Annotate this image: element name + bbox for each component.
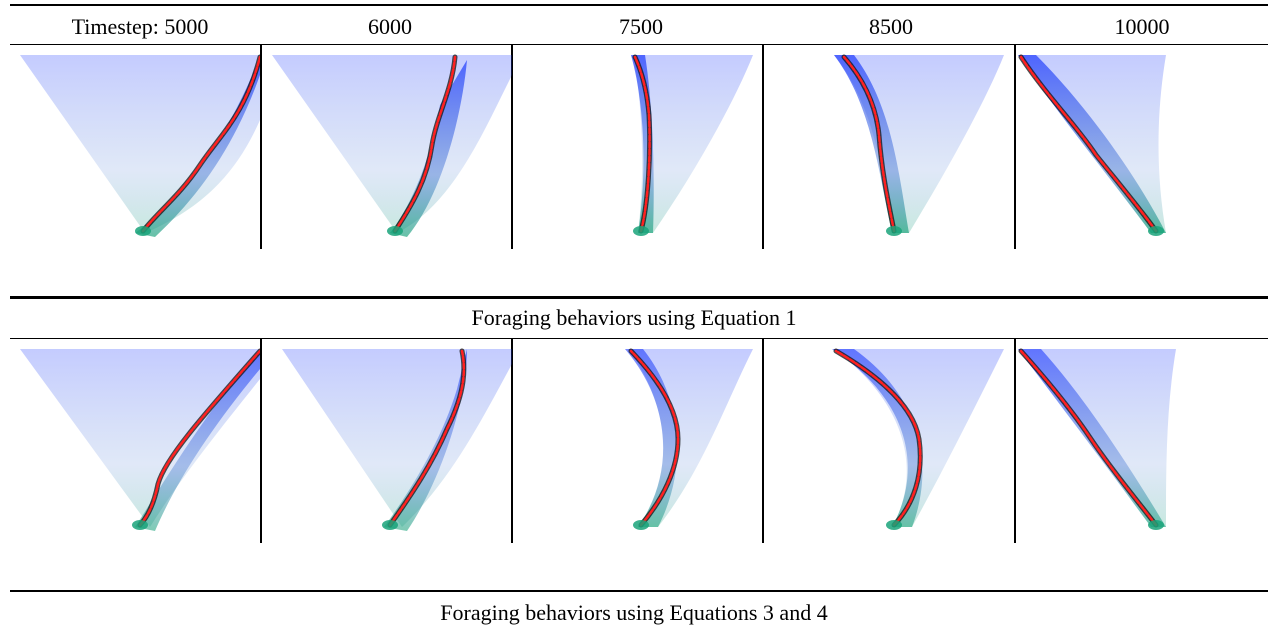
panel-divider bbox=[511, 339, 513, 543]
panel-divider bbox=[260, 339, 262, 543]
foraging-panel-6000 bbox=[262, 45, 512, 249]
foraging-panel-10000 bbox=[1016, 339, 1266, 543]
forager-trail bbox=[141, 55, 260, 233]
foraging-heatmap bbox=[1018, 348, 1176, 530]
density-cone bbox=[282, 349, 512, 527]
density-band bbox=[834, 55, 909, 233]
nest-marker bbox=[382, 520, 398, 530]
row-2-bottom-rule bbox=[10, 590, 1268, 592]
nest-marker bbox=[387, 226, 403, 236]
nest-marker bbox=[633, 226, 649, 236]
nest-marker bbox=[886, 520, 902, 530]
density-band bbox=[832, 349, 923, 527]
forager-trail bbox=[629, 349, 680, 527]
foraging-panel-8500 bbox=[764, 339, 1014, 543]
forager-trail bbox=[138, 349, 260, 527]
foraging-panel-5000 bbox=[10, 339, 260, 543]
panel-divider bbox=[511, 45, 513, 249]
forager-trail bbox=[834, 349, 922, 527]
nest-marker bbox=[135, 226, 151, 236]
column-header-1: Timestep: 5000 bbox=[71, 14, 209, 39]
foraging-heatmap bbox=[631, 54, 753, 236]
forager-trail bbox=[388, 349, 466, 527]
nest-marker bbox=[1148, 520, 1164, 530]
forager-trail bbox=[1019, 55, 1158, 233]
foraging-heatmap bbox=[282, 348, 512, 531]
figure-row-equations-3-and-4 bbox=[10, 339, 1268, 543]
foraging-heatmap bbox=[625, 348, 753, 530]
column-header-2: 6000 bbox=[368, 14, 412, 39]
panel-divider bbox=[762, 339, 764, 543]
density-cone bbox=[20, 55, 260, 233]
top-rule bbox=[10, 4, 1268, 6]
nest-marker bbox=[633, 520, 649, 530]
column-header-4: 8500 bbox=[869, 14, 913, 39]
forager-trail bbox=[633, 55, 651, 233]
forager-trail bbox=[393, 55, 457, 233]
density-band bbox=[390, 60, 467, 237]
foraging-panel-7500 bbox=[513, 45, 763, 249]
column-header-5: 10000 bbox=[1114, 14, 1170, 39]
foraging-panel-5000 bbox=[10, 45, 260, 249]
row-1-caption: Foraging behaviors using Equation 1 bbox=[471, 305, 797, 330]
header-rule bbox=[10, 44, 1268, 45]
foraging-panel-10000 bbox=[1016, 45, 1266, 249]
column-header-3: 7500 bbox=[619, 14, 663, 39]
foraging-heatmap bbox=[1018, 54, 1166, 236]
forager-trail bbox=[1019, 349, 1158, 527]
foraging-heatmap bbox=[834, 54, 1004, 236]
density-band bbox=[384, 349, 467, 531]
panel-divider bbox=[260, 45, 262, 249]
row-1-bottom-rule bbox=[10, 296, 1268, 299]
nest-marker bbox=[132, 520, 148, 530]
forager-trail bbox=[842, 55, 896, 233]
panel-divider bbox=[762, 45, 764, 249]
row-2-top-rule bbox=[10, 338, 1268, 339]
nest-marker bbox=[886, 226, 902, 236]
foraging-heatmap bbox=[20, 348, 260, 531]
density-cone bbox=[272, 55, 512, 233]
foraging-panel-6000 bbox=[262, 339, 512, 543]
figure-row-equation-1 bbox=[10, 45, 1268, 249]
foraging-heatmap bbox=[20, 54, 260, 237]
foraging-heatmap bbox=[832, 348, 1004, 530]
foraging-panel-7500 bbox=[513, 339, 763, 543]
density-cone bbox=[20, 349, 260, 527]
panel-divider bbox=[1014, 45, 1016, 249]
panel-divider bbox=[1014, 339, 1016, 543]
density-cone bbox=[633, 55, 753, 233]
nest-marker bbox=[1148, 226, 1164, 236]
foraging-panel-8500 bbox=[764, 45, 1014, 249]
row-2-caption: Foraging behaviors using Equations 3 and… bbox=[440, 600, 828, 625]
foraging-heatmap bbox=[272, 54, 512, 237]
density-band bbox=[135, 349, 260, 531]
